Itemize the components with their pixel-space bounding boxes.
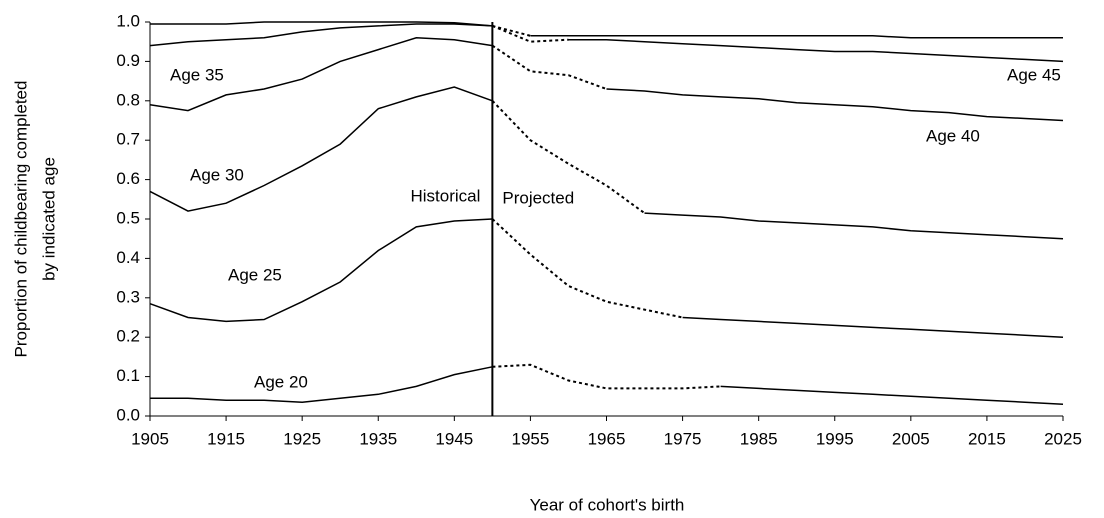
x-tick-label: 1965 <box>588 429 626 448</box>
line <box>682 316 1064 338</box>
x-tick-label: 1925 <box>283 429 321 448</box>
y-tick-label: 1.0 <box>116 11 140 30</box>
line <box>150 21 493 27</box>
y-tick-label: 0.8 <box>116 90 140 109</box>
y-tick-label: 0.5 <box>116 208 140 227</box>
y-tick-label: 0.0 <box>116 405 140 424</box>
annotation: Projected <box>502 188 574 207</box>
line <box>644 212 1064 240</box>
y-tick-label: 0.7 <box>116 130 140 149</box>
annotation: Historical <box>410 186 480 205</box>
y-axis-label: Proportion of childbearing completed <box>11 81 30 358</box>
line-projection <box>491 100 646 214</box>
line-projection <box>492 363 721 390</box>
x-tick-label: 1955 <box>512 429 550 448</box>
y-axis-label: by indicated age <box>39 157 58 281</box>
x-tick-label: 1985 <box>740 429 778 448</box>
line <box>150 366 493 403</box>
line <box>606 88 1064 122</box>
line <box>530 35 1063 39</box>
line <box>149 23 493 47</box>
x-tick-label: 1905 <box>131 429 169 448</box>
line <box>149 218 493 323</box>
line-projection <box>491 44 607 90</box>
y-tick-label: 0.2 <box>116 327 140 346</box>
y-tick-label: 0.6 <box>116 169 140 188</box>
line-projection <box>492 24 569 43</box>
y-tick-label: 0.9 <box>116 51 140 70</box>
series-label: Age 25 <box>228 265 282 284</box>
line-projection <box>492 24 531 37</box>
x-tick-label: 1995 <box>816 429 854 448</box>
y-tick-label: 0.4 <box>116 248 140 267</box>
line <box>720 385 1064 405</box>
line <box>149 86 493 212</box>
x-tick-label: 1945 <box>435 429 473 448</box>
y-tick-label: 0.1 <box>116 366 140 385</box>
series-label: Age 35 <box>170 65 224 84</box>
series-label: Age 40 <box>926 126 980 145</box>
line-projection <box>491 218 683 319</box>
x-tick-label: 2005 <box>892 429 930 448</box>
x-tick-label: 2015 <box>968 429 1006 448</box>
series-label: Age 30 <box>190 165 244 184</box>
line <box>149 37 493 112</box>
x-tick-label: 1935 <box>359 429 397 448</box>
x-tick-label: 1915 <box>207 429 245 448</box>
line <box>568 38 1064 63</box>
y-tick-label: 0.3 <box>116 287 140 306</box>
series-label: Age 45 <box>1007 65 1061 84</box>
x-axis-label: Year of cohort's birth <box>530 495 685 514</box>
x-tick-label: 1975 <box>664 429 702 448</box>
series-label: Age 20 <box>254 372 308 391</box>
x-tick-label: 2025 <box>1044 429 1082 448</box>
